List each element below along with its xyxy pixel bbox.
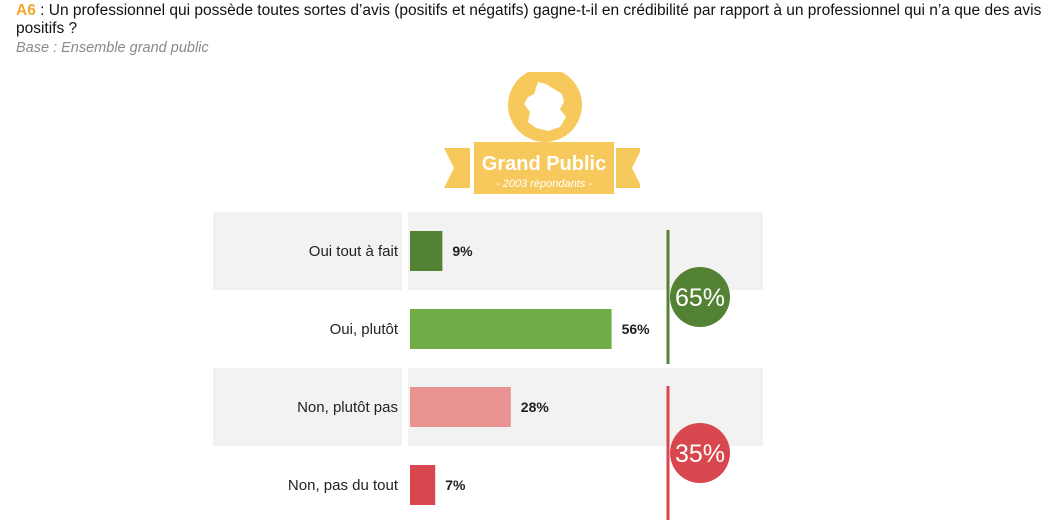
group-total-circle	[670, 423, 730, 483]
ribbon-left-tail	[444, 148, 470, 188]
group-total-circle	[670, 267, 730, 327]
value-label: 9%	[452, 243, 473, 259]
row-background	[213, 212, 763, 290]
badge-subtitle: - 2003 répondants -	[496, 178, 592, 190]
ribbon-main	[474, 142, 614, 194]
category-label: Non, plutôt pas	[297, 399, 398, 416]
france-map-icon	[524, 82, 566, 131]
bar	[410, 465, 436, 505]
category-label: Non, pas du tout	[288, 477, 399, 494]
value-label: 56%	[622, 321, 651, 337]
ribbon-right-tail	[616, 148, 640, 188]
bar	[410, 231, 443, 271]
grand-public-badge: Grand Public - 2003 répondants -	[444, 72, 640, 194]
label-separator	[402, 212, 408, 524]
question-body: : Un professionnel qui possède toutes so…	[16, 2, 1042, 37]
value-label: 7%	[445, 477, 466, 493]
question-text: A6 : Un professionnel qui possède toutes…	[16, 2, 1056, 38]
bar	[410, 309, 612, 349]
group-total-label: 35%	[675, 440, 725, 468]
bar	[410, 387, 511, 427]
question-id: A6	[16, 2, 36, 19]
category-label: Oui tout à fait	[309, 243, 399, 260]
base-note: Base : Ensemble grand public	[16, 40, 209, 56]
badge-title: Grand Public	[482, 153, 606, 175]
value-label: 28%	[521, 399, 550, 415]
category-label: Oui, plutôt	[330, 321, 399, 338]
group-total-label: 65%	[675, 284, 725, 312]
